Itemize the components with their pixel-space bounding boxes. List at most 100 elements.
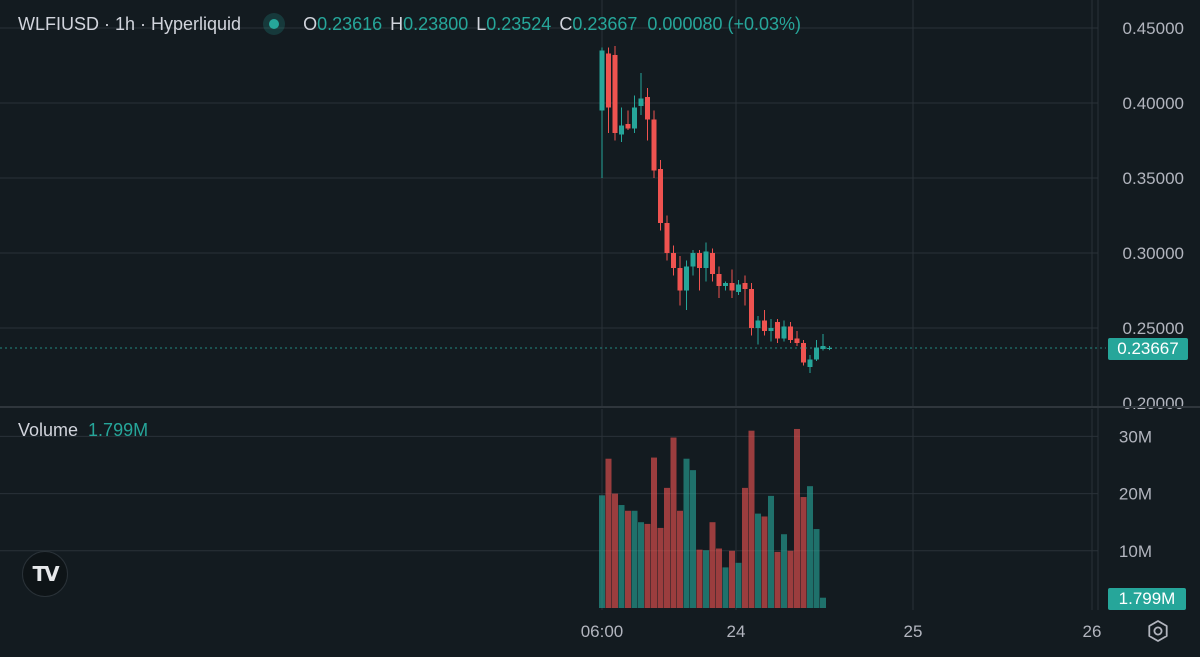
- candle-body: [749, 289, 754, 328]
- gear-icon[interactable]: [1146, 619, 1170, 643]
- time-tick-label: 25: [904, 622, 923, 641]
- time-tick-label: 24: [727, 622, 746, 641]
- price-tick-label: 0.40000: [1123, 94, 1184, 113]
- candle: [768, 319, 774, 342]
- candle: [762, 310, 767, 336]
- volume-bar: [774, 551, 781, 608]
- volume-bar: [677, 510, 683, 608]
- candle: [716, 266, 722, 298]
- candle: [632, 95, 637, 133]
- close-label: C: [559, 13, 573, 34]
- candle-body: [788, 326, 793, 340]
- candle: [755, 316, 761, 345]
- candle-body: [677, 268, 683, 291]
- candle: [703, 242, 709, 282]
- live-dot-icon: [263, 13, 286, 35]
- volume-bar: [722, 567, 729, 608]
- volume-bar: [794, 428, 800, 608]
- volume-value: 1.799M: [88, 420, 149, 440]
- volume-bar: [787, 550, 794, 608]
- candle-body: [729, 283, 735, 291]
- candle-body: [768, 328, 774, 331]
- volume-bar: [761, 516, 768, 608]
- candle: [651, 110, 657, 178]
- candle: [788, 322, 793, 343]
- candle: [729, 269, 735, 298]
- candle-body: [742, 283, 748, 289]
- volume-bar: [651, 457, 657, 608]
- candle: [625, 110, 631, 130]
- candle-body: [690, 253, 696, 267]
- candle-body: [632, 107, 637, 129]
- price-tick-label: 0.35000: [1123, 169, 1184, 188]
- volume-bar: [768, 495, 774, 608]
- candle-body: [645, 97, 650, 120]
- candle-body: [781, 326, 787, 339]
- candle-body: [664, 223, 670, 253]
- candle: [671, 245, 676, 276]
- candle-body: [820, 346, 826, 349]
- candle-body: [638, 98, 644, 106]
- candle-body: [794, 338, 800, 343]
- price-tick-label: 0.30000: [1123, 244, 1184, 263]
- candle: [794, 331, 800, 346]
- candle: [807, 355, 813, 373]
- volume-bar: [690, 470, 696, 608]
- candle-body: [697, 253, 702, 268]
- volume-bar: [664, 487, 670, 608]
- grid-lines: [0, 0, 1099, 610]
- candle: [664, 215, 670, 261]
- volume-bar: [683, 458, 690, 608]
- volume-bar: [820, 597, 826, 608]
- low-value: 0.23524: [486, 13, 552, 34]
- last-volume-tag: 1.799M: [1108, 588, 1186, 610]
- volume-bar: [696, 549, 703, 608]
- candle-body: [658, 169, 663, 223]
- volume-bar: [735, 562, 742, 608]
- candle: [612, 46, 618, 141]
- volume-tick-label: 10M: [1119, 542, 1152, 561]
- open-value: 0.23616: [317, 13, 383, 34]
- high-value: 0.23800: [403, 13, 469, 34]
- volume-bar: [709, 522, 716, 608]
- candle-body: [755, 320, 761, 328]
- volume-bar: [703, 550, 709, 608]
- candle: [619, 107, 624, 142]
- volume-tick-label: 20M: [1119, 485, 1152, 504]
- candle: [638, 73, 644, 115]
- candle: [775, 319, 780, 343]
- candle: [749, 283, 754, 336]
- time-tick-label: 26: [1083, 622, 1102, 641]
- low-label: L: [476, 13, 487, 34]
- price-tick-label: 0.45000: [1123, 19, 1184, 38]
- volume-bar: [618, 505, 625, 608]
- candle-body: [606, 53, 611, 108]
- candle-body: [710, 253, 715, 274]
- time-tick-label: 06:00: [581, 622, 624, 641]
- volume-bar: [625, 510, 631, 608]
- price-tick-label: 0.25000: [1123, 319, 1184, 338]
- candle: [599, 47, 605, 178]
- volume-bar: [670, 437, 677, 608]
- candle: [742, 275, 748, 306]
- high-label: H: [390, 13, 404, 34]
- candle-body: [736, 284, 741, 292]
- candle-body: [703, 251, 709, 268]
- candle: [645, 88, 650, 141]
- volume-bar: [605, 458, 612, 608]
- change-value: 0.000080 (+0.03%): [647, 13, 802, 34]
- tradingview-logo-icon[interactable]: TV: [22, 551, 68, 597]
- symbol-legend: WLFIUSD · 1h · Hyperliquid O 0.23616 H 0.2…: [18, 12, 801, 36]
- candle-body: [775, 322, 780, 339]
- volume-axis: 30M 20M 10M: [1119, 427, 1152, 560]
- candle-body: [716, 274, 722, 286]
- symbol-title[interactable]: WLFIUSD · 1h · Hyperliquid: [18, 13, 242, 34]
- candle-body: [807, 359, 813, 367]
- volume-tick-label: 30M: [1119, 427, 1152, 446]
- volume-label[interactable]: Volume: [18, 420, 79, 440]
- candle-body: [762, 320, 767, 331]
- volume-bar: [781, 534, 787, 608]
- volume-bar: [800, 497, 807, 608]
- candle: [677, 256, 683, 306]
